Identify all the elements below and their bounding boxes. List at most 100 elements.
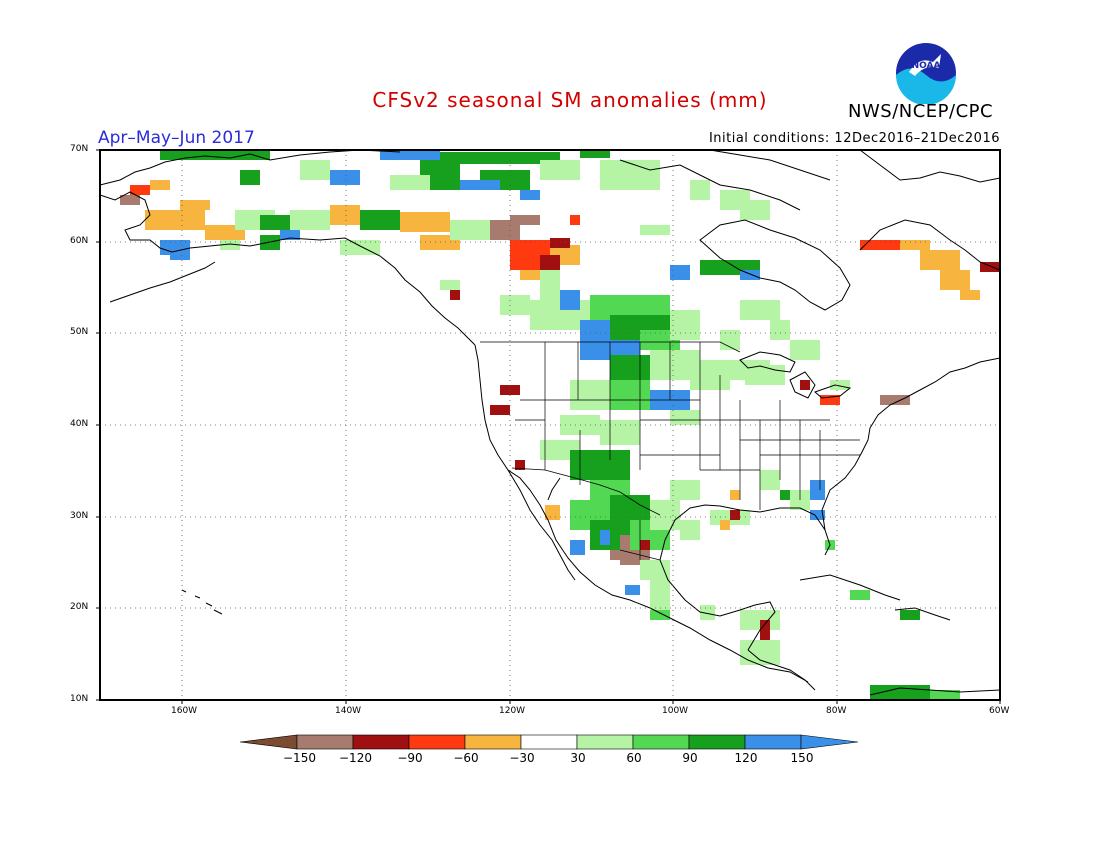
anomaly-cell (658, 348, 667, 350)
anomaly-cell (576, 160, 580, 169)
anomaly-cell (198, 200, 207, 209)
anomaly-cell (690, 378, 699, 387)
anomaly-cell (597, 468, 606, 477)
anomaly-cell (763, 365, 772, 374)
anomaly-cell (253, 210, 262, 219)
anomaly-cell (340, 249, 349, 255)
anomaly-cell (740, 658, 749, 665)
anomaly-cell (776, 309, 780, 318)
lat-tick-label: 60N (70, 236, 89, 246)
anomaly-cell (677, 509, 680, 518)
anomaly-cell (509, 295, 518, 304)
anomaly-cell (559, 254, 568, 263)
anomaly-cell (619, 315, 628, 324)
anomaly-cell (529, 270, 538, 279)
anomaly-cell (624, 459, 630, 468)
anomaly-cell (600, 429, 609, 438)
anomaly-cell (500, 304, 509, 313)
anomaly-cell (458, 289, 460, 290)
anomaly-cell (527, 304, 530, 313)
anomaly-cell (738, 330, 740, 339)
anomaly-cell (686, 390, 690, 399)
anomaly-cell (739, 519, 740, 520)
anomaly-cell (169, 159, 178, 160)
anomaly-cell (596, 433, 600, 435)
anomaly-cell (625, 585, 634, 594)
anomaly-cell (664, 315, 670, 324)
anomaly-cell (817, 349, 820, 358)
anomaly-cell (606, 468, 615, 477)
anomaly-cell (680, 529, 689, 538)
anomaly-cell (490, 238, 499, 240)
anomaly-cell (527, 189, 530, 190)
anomaly-cell (560, 415, 569, 424)
anomaly-cell (436, 221, 445, 230)
anomaly-cell (770, 338, 779, 340)
anomaly-cell (679, 489, 688, 498)
anomaly-cell (500, 189, 509, 190)
anomaly-cell (909, 240, 918, 249)
anomaly-cell (148, 185, 150, 194)
anomaly-cell (387, 210, 396, 219)
anomaly-cell (600, 178, 609, 187)
lat-tick-label: 50N (70, 327, 89, 337)
anomaly-cell (749, 300, 758, 309)
anomaly-cell (880, 395, 889, 404)
anomaly-cell (619, 513, 628, 520)
anomaly-cell (447, 160, 456, 169)
anomaly-cell (980, 262, 989, 271)
anomaly-cell (517, 238, 520, 240)
anomaly-cell (839, 380, 848, 389)
anomaly-cell (640, 549, 649, 550)
colorbar-segment (632, 734, 690, 750)
anomaly-cell (610, 364, 619, 373)
anomaly-cell (887, 240, 896, 249)
anomaly-cell (498, 170, 507, 179)
anomaly-cell (740, 218, 749, 220)
anomaly-cell (600, 539, 609, 545)
anomaly-cell (636, 187, 645, 190)
anomaly-cell (524, 469, 525, 470)
anomaly-cell (717, 369, 726, 378)
anomaly-cell (349, 249, 358, 255)
anomaly-cell (510, 215, 519, 224)
anomaly-cell (640, 330, 649, 339)
anomaly-cell (680, 520, 689, 529)
anomaly-cell (948, 690, 957, 699)
anomaly-cell (630, 520, 639, 529)
anomaly-cell (690, 198, 699, 200)
anomaly-cell (630, 529, 639, 538)
anomaly-cell (425, 159, 434, 160)
anomaly-cell (730, 360, 739, 369)
anomaly-cell (205, 225, 214, 234)
anomaly-cell (699, 360, 708, 369)
anomaly-cell (646, 389, 650, 398)
anomaly-cell (630, 538, 639, 547)
anomaly-cell (367, 240, 376, 249)
anomaly-cell (549, 458, 558, 460)
anomaly-cell (509, 189, 518, 190)
anomaly-cell (590, 538, 599, 547)
anomaly-cell (956, 259, 960, 268)
anomaly-cell (947, 250, 956, 259)
anomaly-cell (834, 540, 835, 549)
anomaly-cell (558, 288, 560, 297)
anomaly-cell (758, 658, 767, 665)
anomaly-cell (624, 468, 630, 477)
anomaly-cell (790, 349, 799, 358)
anomaly-cell (618, 349, 627, 358)
anomaly-cell (188, 250, 190, 259)
organization-label: NWS/NCEP/CPC (848, 101, 994, 122)
anomaly-cell (820, 395, 829, 404)
anomaly-cell (654, 169, 660, 178)
anomaly-cell (241, 159, 250, 160)
anomaly-cell (646, 504, 650, 513)
anomaly-cell (298, 239, 300, 240)
anomaly-cell (468, 229, 477, 238)
anomaly-cell (820, 404, 829, 405)
anomaly-cell (570, 450, 579, 459)
anomaly-cell (810, 519, 819, 520)
anomaly-cell (181, 210, 190, 219)
anomaly-cell (640, 225, 649, 234)
anomaly-cell (244, 210, 253, 219)
